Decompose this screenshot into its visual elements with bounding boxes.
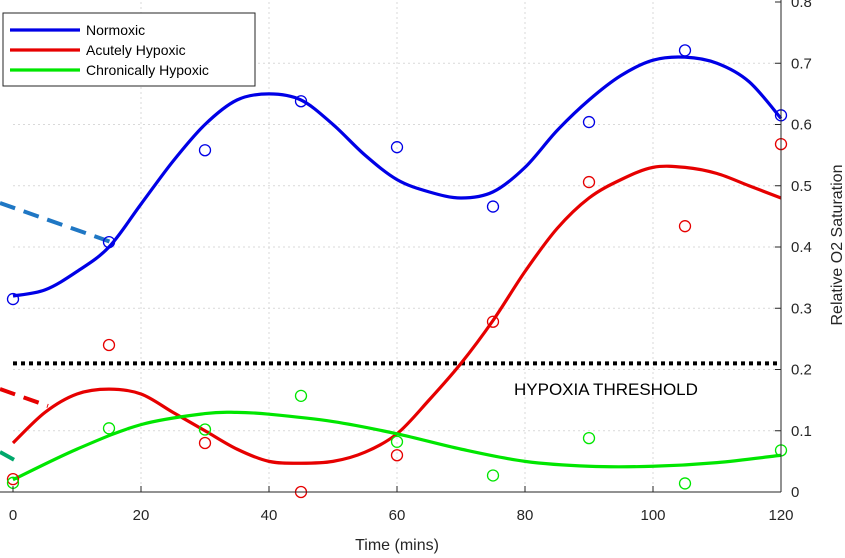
chronically-hypoxic-point bbox=[198, 423, 212, 436]
acutely-hypoxic-point bbox=[678, 220, 692, 233]
acutely-hypoxic-point bbox=[582, 175, 596, 189]
axes bbox=[0, 0, 782, 493]
x-tick-label: 100 bbox=[640, 507, 665, 524]
y-tick-labels: 0 0.1 0.2 0.3 0.4 0.5 0.6 0.7 0.8 bbox=[791, 0, 812, 501]
y-tick-label: 0.3 bbox=[791, 300, 812, 317]
y-tick-label: 0.8 bbox=[791, 0, 812, 11]
x-axis-label: Time (mins) bbox=[355, 537, 439, 554]
y-tick-label: 0.1 bbox=[791, 423, 812, 440]
x-tick-label: 60 bbox=[389, 507, 406, 524]
series-points bbox=[6, 44, 788, 499]
normoxic-point bbox=[198, 144, 212, 157]
threshold-label: HYPOXIA THRESHOLD bbox=[514, 380, 698, 399]
series-curves bbox=[11, 55, 783, 482]
x-tick-label: 80 bbox=[517, 507, 534, 524]
acutely-hypoxic-point bbox=[486, 315, 500, 328]
y-tick-label: 0.5 bbox=[791, 178, 812, 195]
normoxic-curve bbox=[12, 55, 783, 298]
y-tick-label: 0.4 bbox=[791, 239, 812, 256]
chronically-hypoxic-legend-label: Chronically Hypoxic bbox=[86, 62, 209, 78]
leader-line bbox=[0, 201, 112, 244]
chronically-hypoxic-point bbox=[102, 422, 116, 435]
y-axis-label: Relative O2 Saturation bbox=[829, 165, 845, 326]
normoxic-point bbox=[486, 200, 500, 213]
chronically-hypoxic-point bbox=[582, 431, 596, 445]
normoxic-point bbox=[678, 44, 692, 57]
acutely-hypoxic-point bbox=[6, 472, 20, 486]
normoxic-legend-label: Normoxic bbox=[86, 22, 145, 38]
y-tick-label: 0.6 bbox=[791, 117, 812, 134]
normoxic-point bbox=[102, 235, 116, 249]
y-tick-label: 0 bbox=[791, 484, 799, 501]
chronically-hypoxic-point bbox=[486, 469, 500, 482]
acutely-hypoxic-legend-label: Acutely Hypoxic bbox=[86, 42, 186, 58]
acutely-hypoxic-point bbox=[198, 436, 212, 450]
leader-lines bbox=[0, 201, 112, 465]
y-tick-label: 0.2 bbox=[791, 362, 812, 379]
x-tick-label: 0 bbox=[9, 507, 17, 524]
leader-line bbox=[0, 387, 49, 408]
normoxic-point bbox=[390, 141, 404, 154]
grid bbox=[13, 2, 781, 492]
chronically-hypoxic-curve bbox=[12, 410, 782, 482]
leader-line bbox=[0, 450, 21, 465]
legend: Normoxic Acutely Hypoxic Chronically Hypox… bbox=[2, 12, 256, 87]
normoxic-point bbox=[582, 115, 596, 129]
chronically-hypoxic-point bbox=[678, 477, 692, 490]
chronically-hypoxic-point bbox=[390, 435, 404, 448]
normoxic-point bbox=[294, 95, 308, 108]
acutely-hypoxic-point bbox=[102, 338, 116, 352]
acutely-hypoxic-point bbox=[390, 449, 404, 462]
normoxic-point bbox=[6, 292, 20, 306]
x-tick-label: 20 bbox=[133, 507, 150, 524]
x-tick-labels: 0 20 40 60 80 100 120 bbox=[9, 507, 794, 524]
chronically-hypoxic-point bbox=[294, 389, 308, 402]
x-tick-label: 40 bbox=[261, 507, 278, 524]
y-tick-label: 0.7 bbox=[791, 55, 812, 72]
x-tick-label: 120 bbox=[768, 507, 793, 524]
